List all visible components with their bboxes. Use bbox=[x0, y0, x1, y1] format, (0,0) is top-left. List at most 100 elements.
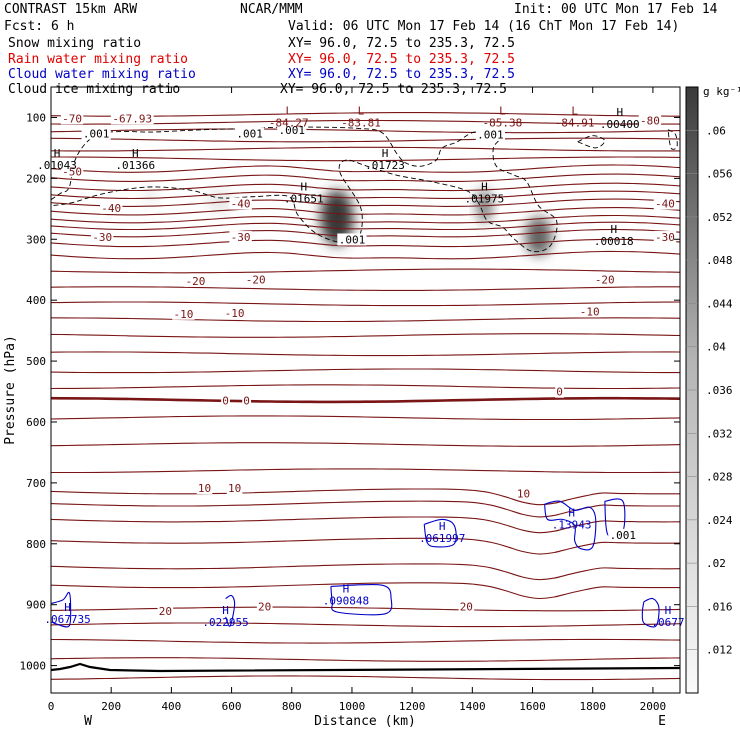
extremum-value: .01651 bbox=[284, 193, 324, 206]
extremum-value: .01723 bbox=[365, 159, 405, 172]
y-tick-label: 700 bbox=[26, 477, 46, 490]
isotherm-label-bg bbox=[256, 600, 273, 613]
isotherm-line bbox=[51, 500, 680, 518]
y-tick-label: 1000 bbox=[20, 660, 47, 673]
forecast-hour: Fcst: 6 h bbox=[4, 19, 74, 34]
extremum-value: .0677 bbox=[651, 616, 684, 629]
isotherm-line bbox=[51, 415, 680, 421]
x-tick-label: 600 bbox=[222, 700, 242, 713]
isotherm-label-bg bbox=[196, 481, 213, 494]
isotherm-line bbox=[51, 173, 680, 182]
isotherm-label: 0 bbox=[243, 394, 250, 407]
isotherm-label-bg bbox=[653, 197, 677, 210]
isotherm-line bbox=[51, 268, 680, 274]
isotherm-line bbox=[51, 182, 680, 192]
extremum-mark: H bbox=[481, 181, 488, 194]
isotherm-label: 0 bbox=[556, 386, 563, 399]
contour-labels: -70 -67.93 -80 -50 -40 -40 -40 -30 -30 -30 -20 -20 -… bbox=[37, 104, 684, 628]
y-tick-label: 300 bbox=[26, 233, 46, 246]
cloud-water-contour bbox=[423, 518, 457, 548]
isotherm-label-bg bbox=[229, 231, 252, 244]
cloud-water-contour bbox=[641, 597, 660, 628]
extremum-mark: L bbox=[358, 104, 365, 117]
ice-contour-label-bg bbox=[475, 128, 505, 141]
isotherm-label: -30 bbox=[92, 231, 112, 244]
isotherm-label: -20 bbox=[246, 274, 266, 287]
isotherm-line bbox=[51, 119, 680, 125]
isotherm-line bbox=[51, 537, 680, 555]
extremum-value: .061997 bbox=[419, 532, 465, 545]
extremum-value: .022955 bbox=[202, 616, 248, 629]
colorbar-unit: g kg⁻¹ bbox=[703, 85, 740, 98]
isotherm-line bbox=[51, 146, 680, 152]
ice-contour-label-bg bbox=[337, 233, 367, 246]
extremum-mark: H bbox=[64, 601, 71, 614]
colorbar-tick-label: .02 bbox=[706, 557, 726, 570]
isotherm-line bbox=[51, 563, 680, 581]
plot-frame bbox=[50, 86, 681, 694]
extremum-mark: H bbox=[300, 181, 307, 194]
isotherm-line bbox=[51, 286, 680, 291]
extremum-mark: H bbox=[610, 223, 617, 236]
isotherm-line bbox=[51, 606, 680, 612]
x-tick-label: 800 bbox=[282, 700, 302, 713]
extremum-mark: L bbox=[285, 104, 292, 117]
isotherm-label: 10 bbox=[517, 487, 530, 500]
x-tick-label: 1600 bbox=[519, 700, 546, 713]
isotherm-label-bg bbox=[99, 201, 123, 214]
isotherm-label-bg bbox=[110, 112, 154, 125]
cloud-water-contour bbox=[51, 591, 72, 628]
cloud-water-contour bbox=[544, 500, 597, 551]
isotherm-label-bg bbox=[638, 114, 662, 127]
isotherm-label-bg bbox=[226, 481, 243, 494]
isotherm-label: -40 bbox=[101, 202, 121, 215]
y-tick-label: 100 bbox=[26, 111, 46, 124]
extremum-value: .090848 bbox=[323, 595, 369, 608]
colorbar-tick-label: .052 bbox=[706, 211, 733, 224]
isotherm-label-bg bbox=[578, 305, 601, 318]
isotherm-label: 0 bbox=[222, 394, 229, 407]
cloud-water-contour bbox=[225, 594, 236, 627]
isotherm-line bbox=[51, 351, 680, 357]
cloud-ice-contour bbox=[577, 135, 606, 149]
isotherm-label-bg bbox=[90, 231, 114, 244]
colorbar-tick-label: .044 bbox=[706, 297, 733, 310]
y-tick-label: 200 bbox=[26, 172, 46, 185]
isotherm-label: 10 bbox=[228, 482, 241, 495]
y-tick-label: 900 bbox=[26, 599, 46, 612]
colorbar-tick-label: .048 bbox=[706, 254, 733, 267]
extremum-mark: H bbox=[616, 106, 623, 119]
isotherm-label-bg bbox=[458, 600, 475, 613]
extremum-value: -83.81 bbox=[341, 116, 381, 129]
x-axis-west-label: W bbox=[84, 714, 92, 729]
isotherm-zero bbox=[51, 396, 680, 404]
extremum-mark: H bbox=[54, 147, 61, 160]
snow-shading-blob bbox=[205, 189, 234, 214]
isotherm-line bbox=[51, 301, 680, 307]
isotherm-label: -10 bbox=[173, 308, 193, 321]
isotherm-label: -30 bbox=[231, 231, 251, 244]
isotherm-label: -67.93 bbox=[112, 112, 152, 125]
isotherm-line bbox=[51, 198, 680, 207]
isotherm-label: 20 bbox=[159, 605, 172, 618]
extremum-mark: L bbox=[499, 104, 506, 117]
extremum-value: .00018 bbox=[594, 235, 634, 248]
isotherm-label-bg bbox=[221, 394, 230, 407]
ice-contour-label: .001 bbox=[236, 128, 263, 141]
isotherm-line bbox=[51, 221, 680, 231]
ice-contour-label-bg bbox=[235, 127, 265, 140]
y-tick-label: 800 bbox=[26, 538, 46, 551]
colorbar-tick-label: .024 bbox=[706, 514, 733, 527]
isotherm-label-bg bbox=[60, 165, 84, 178]
extremum-mark: H bbox=[568, 506, 575, 519]
field-name-rain: Rain water mixing ratio bbox=[8, 52, 188, 67]
colorbar-tick-label: .016 bbox=[706, 600, 733, 613]
isotherm-line bbox=[51, 128, 680, 134]
extremum-mark: H bbox=[222, 604, 229, 617]
isotherm-label: -40 bbox=[655, 198, 675, 211]
isotherm-line bbox=[51, 112, 680, 117]
extremum-mark: H bbox=[382, 147, 389, 160]
y-tick-label: 500 bbox=[26, 355, 46, 368]
isotherm-line bbox=[51, 657, 680, 662]
